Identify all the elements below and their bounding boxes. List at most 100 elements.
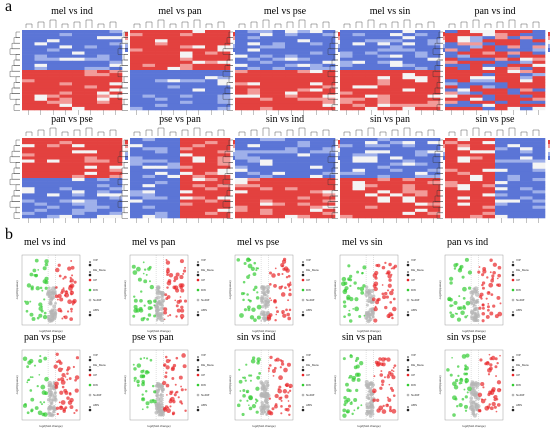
heatmap-cell: [217, 82, 231, 86]
heatmap-cell: [192, 45, 206, 49]
heatmap-cell: [260, 39, 273, 43]
heatmap-cell: [310, 88, 323, 92]
y-axis-label: -log10(qvalue): [228, 375, 232, 394]
heatmap-cell: [470, 138, 483, 142]
heatmap-cell: [495, 91, 508, 95]
heatmap-cell: [520, 150, 533, 154]
volcano-point: [153, 390, 157, 394]
heatmap-cell: [59, 202, 73, 206]
heatmap-cell: [109, 138, 123, 142]
volcano-point: [360, 290, 365, 295]
volcano-point: [464, 257, 469, 262]
heatmap-cell: [340, 193, 353, 197]
heatmap-cell: [235, 70, 248, 74]
heatmap-cell: [72, 73, 85, 77]
volcano-point: [449, 276, 454, 281]
dendrogram-branch: [520, 131, 528, 136]
x-axis-label: log2(fold change): [462, 329, 485, 333]
volcano-point: [386, 289, 390, 292]
heatmap-cell: [445, 39, 458, 43]
volcano-point: [52, 410, 55, 414]
volcano-point: [248, 299, 252, 303]
heatmap-cell: [495, 76, 508, 80]
heatmap-cell: [247, 45, 261, 49]
heatmap-cell: [365, 66, 378, 71]
volcano-point: [65, 290, 68, 293]
volcano-point: [238, 368, 241, 371]
legend-swatch: [301, 373, 305, 377]
heatmap-cell: [272, 196, 286, 200]
volcano-point: [380, 379, 385, 384]
heatmap-cell: [130, 159, 143, 163]
heatmap-cell: [22, 144, 35, 148]
heatmap-cell: [142, 54, 156, 58]
volcano-point: [342, 357, 346, 361]
volcano-point: [175, 315, 178, 318]
x-axis-label: log2(fold change): [252, 329, 275, 333]
heatmap-cell: [192, 193, 206, 197]
volcano-point: [289, 386, 291, 389]
heatmap-cell: [285, 63, 298, 68]
heatmap-cell: [180, 51, 193, 55]
volcano-point: [371, 388, 377, 394]
heatmap-cell: [130, 70, 143, 74]
heatmap-cell: [310, 196, 323, 200]
heatmap-cell: [34, 178, 48, 182]
heatmap-cell: [310, 214, 323, 219]
heatmap-cell: [365, 36, 378, 40]
heatmap-cell: [365, 76, 378, 80]
dendrogram-branch: [432, 179, 443, 185]
heatmap-cell: [457, 42, 471, 46]
heatmap-cell: [322, 138, 336, 142]
heatmap-cell: [155, 187, 168, 191]
heatmap-cell: [340, 190, 353, 194]
volcano-point: [359, 361, 364, 366]
heatmap-cell: [482, 168, 496, 173]
heatmap-cell: [482, 202, 496, 206]
heatmap-cell: [59, 174, 73, 179]
heatmap-cell: [470, 190, 483, 194]
legend-swatch: [511, 278, 515, 282]
heatmap-cell: [205, 199, 218, 203]
volcano-point: [457, 374, 460, 378]
panel-label-a: a: [5, 0, 13, 15]
volcano-point: [264, 396, 266, 399]
heatmap-cell: [205, 76, 218, 80]
heatmap-cell: [109, 76, 123, 80]
volcano-point: [260, 319, 263, 322]
heatmap-cell: [59, 181, 73, 185]
volcano-point: [370, 385, 374, 389]
heatmap-cell: [377, 76, 391, 80]
volcano-point: [34, 406, 39, 410]
heatmap-cell: [470, 66, 483, 71]
heatmap-cell: [402, 165, 416, 170]
heatmap-cell: [457, 85, 471, 89]
heatmap-cell: [285, 144, 298, 148]
heatmap-cell: [390, 190, 403, 194]
heatmap-cell: [155, 73, 168, 77]
volcano-point: [355, 388, 359, 392]
heatmap-cell: [97, 156, 110, 160]
heatmap-cell: [180, 153, 193, 157]
heatmap-cell: [167, 91, 181, 95]
heatmap-cell: [532, 60, 546, 65]
heatmap-cell: [260, 214, 273, 219]
dendrogram-branch: [13, 212, 20, 219]
volcano-point: [58, 401, 61, 404]
heatmap-cell: [532, 214, 546, 219]
heatmap-panel: pan vs ind: [432, 6, 550, 115]
heatmap-cell: [532, 30, 546, 34]
heatmap-cell: [109, 103, 123, 108]
volcano-point: [249, 374, 253, 377]
volcano-point: [477, 392, 483, 398]
volcano-point: [393, 364, 397, 368]
heatmap-cell: [72, 66, 85, 71]
heatmap-cell: [445, 79, 458, 83]
volcano-point: [31, 316, 36, 321]
heatmap-cell: [34, 48, 48, 52]
heatmap-cell: [130, 214, 143, 219]
volcano-point: [32, 268, 37, 273]
heatmap-cell: [47, 88, 60, 92]
heatmap-cell: [482, 150, 496, 154]
heatmap-cell: [272, 73, 286, 77]
